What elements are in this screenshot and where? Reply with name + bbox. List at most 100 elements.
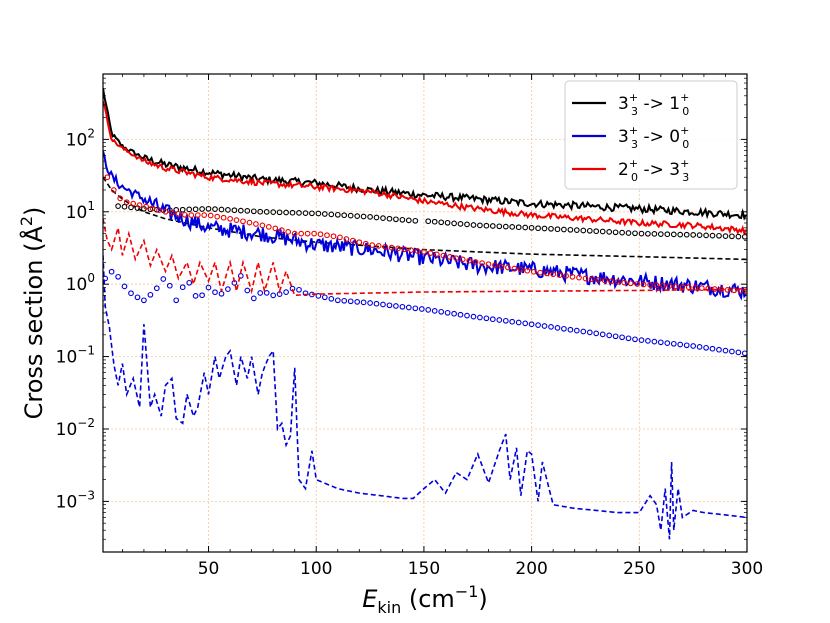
series-point bbox=[645, 338, 651, 344]
legend-box bbox=[564, 80, 738, 190]
series-point bbox=[395, 245, 401, 252]
series-point bbox=[651, 231, 658, 237]
series-point bbox=[664, 340, 671, 346]
series-point bbox=[412, 305, 419, 312]
series-point bbox=[589, 276, 595, 282]
series-point bbox=[716, 346, 722, 353]
series-point bbox=[296, 210, 302, 216]
series-point bbox=[302, 290, 309, 297]
series-point bbox=[311, 230, 317, 237]
series-point bbox=[283, 209, 289, 216]
series-point bbox=[692, 284, 699, 291]
series-point bbox=[259, 222, 266, 229]
series-3-3-0-0-circles bbox=[103, 268, 747, 357]
series-point bbox=[380, 215, 386, 221]
series-point bbox=[685, 284, 692, 291]
series-point bbox=[408, 247, 414, 253]
series-point bbox=[638, 337, 645, 343]
series-point bbox=[244, 287, 251, 294]
series-point bbox=[263, 209, 270, 215]
series-point bbox=[569, 273, 576, 280]
y-axis-label-close: ) bbox=[20, 207, 48, 216]
series-point bbox=[244, 208, 251, 214]
series-point bbox=[735, 233, 742, 240]
series-point bbox=[698, 285, 705, 291]
series-point bbox=[563, 273, 569, 279]
series-point bbox=[354, 299, 361, 305]
series-point bbox=[502, 223, 509, 230]
series-point bbox=[330, 233, 337, 240]
series-point bbox=[737, 287, 744, 294]
series-point bbox=[453, 255, 460, 262]
ticks: 50 100 150 200 250 300 102 101 100 10−1 10−2 10−3 bbox=[56, 73, 763, 579]
series-point bbox=[179, 284, 186, 291]
series-line bbox=[103, 255, 747, 540]
series-point bbox=[218, 290, 225, 297]
series-point bbox=[724, 287, 731, 293]
series-point bbox=[457, 221, 464, 227]
series-point bbox=[240, 218, 246, 225]
series-point bbox=[291, 230, 298, 237]
series-point bbox=[651, 338, 658, 345]
series-point bbox=[123, 199, 130, 206]
series-point bbox=[270, 292, 277, 299]
series-point bbox=[162, 208, 169, 215]
x-tick-label: 50 bbox=[198, 559, 220, 579]
series-point bbox=[380, 301, 386, 308]
series-point bbox=[477, 222, 483, 229]
series-point bbox=[657, 231, 664, 237]
series-point bbox=[567, 226, 574, 233]
series-point bbox=[272, 225, 279, 232]
series-point bbox=[354, 213, 361, 219]
series-point bbox=[593, 228, 600, 235]
x-tick-label: 100 bbox=[300, 559, 332, 579]
series-point bbox=[304, 230, 311, 237]
series-point bbox=[418, 306, 425, 312]
series-point bbox=[511, 265, 518, 272]
series-point bbox=[225, 286, 231, 292]
series-point bbox=[393, 303, 399, 309]
series-point bbox=[690, 343, 697, 349]
series-point bbox=[677, 231, 684, 238]
series-point bbox=[212, 206, 218, 212]
series-point bbox=[653, 282, 660, 289]
series-point bbox=[548, 225, 554, 232]
series-point bbox=[317, 231, 324, 238]
series-point bbox=[483, 222, 490, 229]
series-point bbox=[595, 276, 602, 283]
x-axis-label-close: ) bbox=[478, 585, 487, 613]
series-point bbox=[446, 254, 453, 260]
series-point bbox=[199, 292, 205, 299]
series-point bbox=[660, 282, 666, 289]
series-point bbox=[386, 215, 393, 222]
series-point bbox=[735, 349, 742, 356]
series-point bbox=[492, 262, 498, 269]
series-point bbox=[470, 313, 477, 320]
y-axis-label: Cross section (Å2) bbox=[17, 207, 48, 420]
series-point bbox=[321, 211, 328, 217]
series-point bbox=[502, 317, 509, 324]
series-point bbox=[360, 299, 367, 306]
series-point bbox=[115, 273, 121, 280]
series-point bbox=[205, 205, 212, 212]
series-point bbox=[192, 293, 199, 299]
series-point bbox=[405, 304, 412, 311]
series-point bbox=[121, 283, 128, 290]
series-point bbox=[683, 231, 690, 238]
series-point bbox=[561, 226, 567, 233]
series-point bbox=[709, 232, 716, 239]
series-point bbox=[554, 325, 561, 331]
series-point bbox=[451, 220, 457, 227]
svg-text:Ekin (cm−1): Ekin (cm−1) bbox=[362, 582, 488, 617]
series-point bbox=[522, 320, 529, 327]
series-point bbox=[537, 269, 544, 276]
series-point bbox=[731, 287, 737, 294]
series-point bbox=[201, 212, 208, 218]
series-point bbox=[186, 279, 193, 286]
series-point bbox=[524, 267, 531, 274]
series-point bbox=[315, 293, 322, 299]
series-point bbox=[543, 270, 550, 277]
series-point bbox=[496, 317, 503, 323]
series-point bbox=[250, 295, 257, 302]
